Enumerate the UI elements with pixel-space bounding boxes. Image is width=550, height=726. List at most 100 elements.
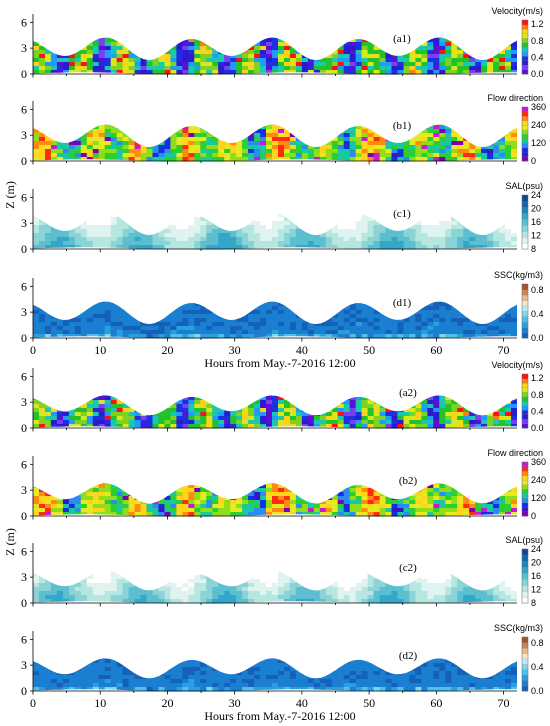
y-tick-d2-1: 3 bbox=[21, 658, 27, 672]
y-tick-b2-0: 0 bbox=[21, 509, 27, 523]
y-axis-label-lower: Z (m) bbox=[3, 528, 17, 556]
y-tick-b2-1: 3 bbox=[21, 483, 27, 497]
field-b2 bbox=[33, 483, 517, 517]
panel-c2: 0 3 6 (c2) SAL(psu) 8 12 16 20 24 bbox=[21, 535, 543, 610]
colorbar-title-a1: Velocity(m/s) bbox=[491, 6, 543, 16]
y-tick-d1-0: 0 bbox=[21, 331, 27, 345]
colorbar-c2 bbox=[521, 548, 529, 604]
panel-label-d1: (d1) bbox=[393, 297, 412, 309]
colorbar-a1 bbox=[521, 19, 529, 75]
x-tick-d2-0: 0 bbox=[30, 696, 36, 710]
x-tick-d1-3: 30 bbox=[229, 343, 241, 357]
colorbar-tick-b2-0: 0 bbox=[531, 511, 536, 521]
colorbar-tick-d1-1: 0.4 bbox=[531, 309, 544, 319]
y-tick-a2-0: 0 bbox=[21, 421, 27, 435]
panel-b1: 0 3 6 (b1) Flow direction 0 120 240 360 bbox=[21, 93, 546, 168]
x-tick-d2-1: 10 bbox=[94, 696, 106, 710]
x-tick-d1-6: 60 bbox=[430, 343, 442, 357]
colorbar-tick-b2-1: 120 bbox=[531, 493, 546, 503]
panel-c1: 0 3 6 (c1) SAL(psu) 8 12 16 20 24 bbox=[21, 181, 543, 256]
colorbar-tick-c2-3: 20 bbox=[531, 558, 541, 568]
colorbar-tick-c2-4: 24 bbox=[531, 544, 541, 554]
colorbar-a2 bbox=[521, 373, 529, 429]
panel-label-c2: (c2) bbox=[399, 562, 417, 574]
panel-label-b2: (b2) bbox=[399, 475, 418, 487]
x-axis-label-upper: Hours from May.-7-2016 12:00 bbox=[204, 356, 355, 370]
x-axis-label-lower: Hours from May.-7-2016 12:00 bbox=[204, 709, 355, 723]
colorbar-tick-c2-2: 16 bbox=[531, 571, 541, 581]
panel-label-c1: (c1) bbox=[393, 208, 411, 220]
x-tick-d2-7: 70 bbox=[498, 696, 510, 710]
colorbar-tick-b1-2: 240 bbox=[531, 120, 546, 130]
colorbar-title-d1: SSC(kg/m3) bbox=[494, 270, 543, 280]
colorbar-tick-a2-1: 0.4 bbox=[531, 406, 544, 416]
panel-label-d2: (d2) bbox=[399, 650, 418, 662]
y-tick-c2-0: 0 bbox=[21, 596, 27, 610]
field-c1 bbox=[33, 212, 517, 250]
colorbar-tick-d1-2: 0.8 bbox=[531, 285, 544, 295]
colorbar-tick-b1-0: 0 bbox=[531, 156, 536, 166]
y-tick-c1-2: 6 bbox=[21, 190, 27, 204]
colorbar-tick-a1-1: 0.4 bbox=[531, 52, 544, 62]
field-d2 bbox=[33, 658, 517, 692]
colorbar-d1 bbox=[521, 283, 529, 339]
field-a1 bbox=[33, 37, 517, 75]
y-tick-a2-1: 3 bbox=[21, 395, 27, 409]
panel-a1: 0 3 6 (a1) Velocity(m/s) 0.0 0.4 0.8 1.2 bbox=[21, 6, 544, 81]
panel-label-a1: (a1) bbox=[393, 33, 411, 45]
x-tick-d1-2: 20 bbox=[161, 343, 173, 357]
x-tick-d1-5: 50 bbox=[363, 343, 375, 357]
panel-a2: 0 3 6 (a2) Velocity(m/s) 0.0 0.4 0.8 1.2 bbox=[21, 360, 544, 435]
colorbar-title-b2: Flow direction bbox=[487, 448, 543, 458]
panel-label-a2: (a2) bbox=[399, 387, 417, 399]
colorbar-tick-b1-1: 120 bbox=[531, 138, 546, 148]
colorbar-tick-c1-2: 16 bbox=[531, 217, 541, 227]
x-tick-d2-6: 60 bbox=[430, 696, 442, 710]
field-d1 bbox=[33, 301, 517, 339]
x-tick-d2-3: 30 bbox=[229, 696, 241, 710]
y-tick-b1-1: 3 bbox=[21, 128, 27, 142]
y-tick-b1-2: 6 bbox=[21, 102, 27, 116]
colorbar-title-d2: SSC(kg/m3) bbox=[494, 623, 543, 633]
x-tick-d2-5: 50 bbox=[363, 696, 375, 710]
colorbar-tick-a2-3: 1.2 bbox=[531, 373, 544, 383]
y-tick-b1-0: 0 bbox=[21, 154, 27, 168]
field-a2 bbox=[33, 395, 517, 429]
x-tick-d1-7: 70 bbox=[498, 343, 510, 357]
colorbar-tick-b2-2: 240 bbox=[531, 475, 546, 485]
colorbar-tick-d1-0: 0.0 bbox=[531, 333, 544, 343]
colorbar-d2 bbox=[521, 636, 529, 692]
x-tick-d1-4: 40 bbox=[296, 343, 308, 357]
x-tick-d1-0: 0 bbox=[30, 343, 36, 357]
colorbar-tick-b2-3: 360 bbox=[531, 457, 546, 467]
y-tick-a2-2: 6 bbox=[21, 369, 27, 383]
panel-label-b1: (b1) bbox=[393, 120, 412, 132]
y-tick-a1-2: 6 bbox=[21, 15, 27, 29]
field-b1 bbox=[33, 124, 517, 162]
x-tick-d1-1: 10 bbox=[94, 343, 106, 357]
colorbar-tick-c1-0: 8 bbox=[531, 244, 536, 254]
colorbar-tick-a2-2: 0.8 bbox=[531, 390, 544, 400]
y-tick-d2-2: 6 bbox=[21, 632, 27, 646]
field-c2 bbox=[33, 570, 517, 604]
colorbar-title-c1: SAL(psu) bbox=[505, 181, 543, 191]
colorbar-tick-c2-0: 8 bbox=[531, 598, 536, 608]
colorbar-b2 bbox=[521, 461, 529, 517]
colorbar-tick-a1-3: 1.2 bbox=[531, 19, 544, 29]
colorbar-tick-c1-4: 24 bbox=[531, 190, 541, 200]
colorbar-tick-c1-3: 20 bbox=[531, 204, 541, 214]
colorbar-c1 bbox=[521, 194, 529, 250]
y-tick-d2-0: 0 bbox=[21, 684, 27, 698]
y-tick-a1-1: 3 bbox=[21, 41, 27, 55]
colorbar-tick-c2-1: 12 bbox=[531, 585, 541, 595]
panel-b2: 0 3 6 (b2) Flow direction 0 120 240 360 bbox=[21, 448, 546, 523]
colorbar-tick-d2-0: 0.0 bbox=[531, 686, 544, 696]
y-tick-c1-0: 0 bbox=[21, 242, 27, 256]
y-axis-label-upper: Z (m) bbox=[3, 181, 17, 209]
colorbar-title-c2: SAL(psu) bbox=[505, 535, 543, 545]
y-tick-b2-2: 6 bbox=[21, 457, 27, 471]
y-tick-c2-1: 3 bbox=[21, 570, 27, 584]
y-tick-c2-2: 6 bbox=[21, 544, 27, 558]
